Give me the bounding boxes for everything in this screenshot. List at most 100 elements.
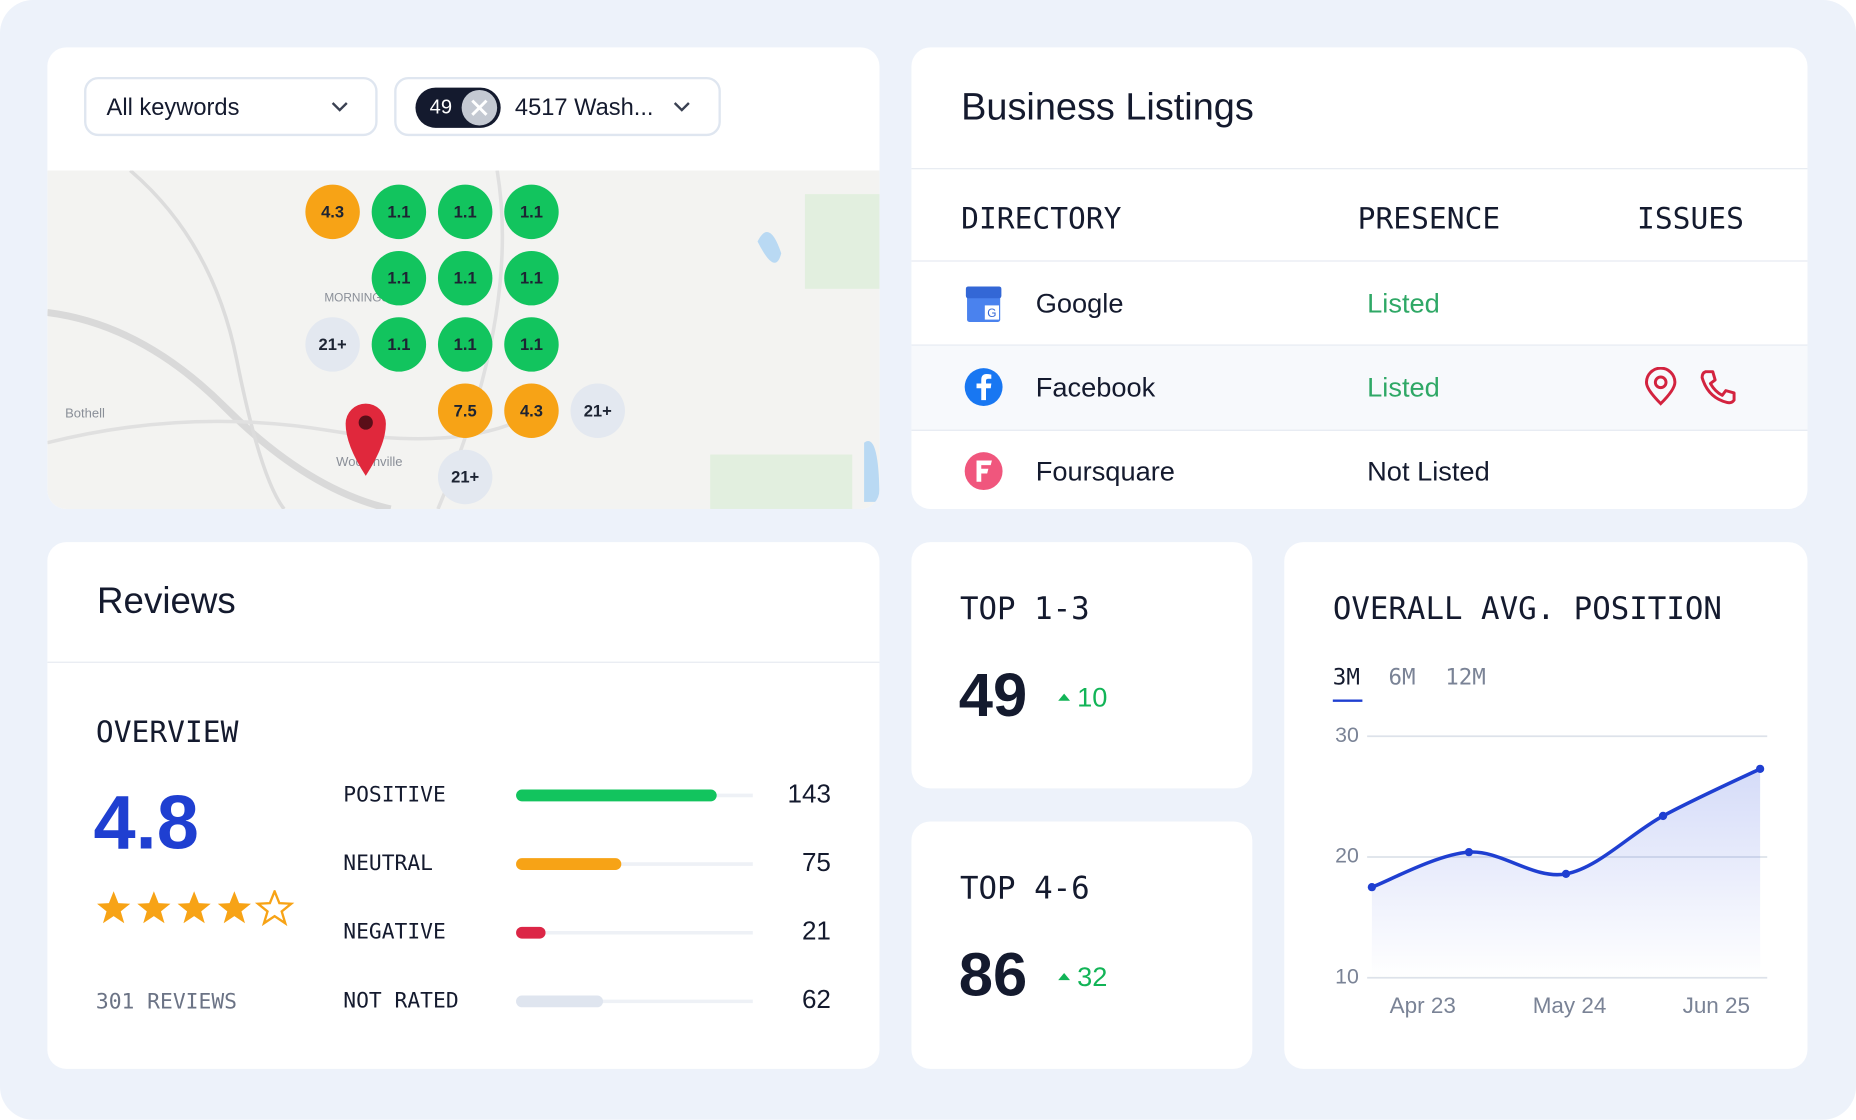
address-issue-icon[interactable] bbox=[1642, 366, 1680, 407]
rank-label: 1.1 bbox=[387, 335, 410, 354]
kpi-value: 49 bbox=[958, 661, 1028, 731]
rank-marker[interactable] bbox=[371, 250, 427, 306]
review-count: 301 REVIEWS bbox=[95, 989, 237, 1015]
sentiment-bar bbox=[516, 926, 546, 939]
foursquare-icon bbox=[964, 452, 1003, 491]
rank-label: 21+ bbox=[451, 468, 479, 487]
sentiment-label: NEUTRAL bbox=[343, 851, 433, 876]
rank-label: 1.1 bbox=[520, 202, 543, 221]
kpi-card: TOP 1-3 49 10 bbox=[911, 542, 1253, 789]
chart: 3M 6M 12M 10 20 30 Apr 23 May 24 Jun 25 bbox=[1332, 665, 1768, 1018]
rank-label: 1.1 bbox=[454, 269, 477, 288]
range-tab[interactable]: 3M bbox=[1333, 665, 1360, 691]
reviews-title: Reviews bbox=[97, 579, 236, 622]
chart-title: OVERALL AVG. POSITION bbox=[1332, 591, 1722, 628]
rank-label: 7.5 bbox=[454, 401, 477, 420]
point bbox=[1561, 869, 1571, 879]
kpi-delta: 32 bbox=[1077, 961, 1108, 992]
directory-name: Foursquare bbox=[1035, 455, 1175, 487]
sentiment-label: NEGATIVE bbox=[343, 920, 446, 945]
rank-marker[interactable] bbox=[437, 383, 493, 438]
rank-marker[interactable] bbox=[437, 184, 493, 240]
overview-label: OVERVIEW bbox=[95, 714, 239, 750]
listings-card: Business Listings DIRECTORY PRESENCE ISS… bbox=[911, 47, 1808, 509]
sentiment-label: NOT RATED bbox=[343, 988, 458, 1013]
map: MORNINGSIDEBothellWoodinville4.31.11.11.… bbox=[47, 170, 880, 509]
x-tick-label: Jun 25 bbox=[1683, 993, 1750, 1018]
rank-marker[interactable] bbox=[437, 449, 493, 505]
presence: Listed bbox=[1367, 287, 1440, 319]
rank-label: 4.3 bbox=[321, 202, 344, 221]
sentiment-bar bbox=[516, 995, 604, 1008]
facebook-icon bbox=[964, 368, 1003, 406]
x-tick-label: Apr 23 bbox=[1390, 993, 1456, 1018]
location-pin bbox=[345, 403, 386, 476]
point bbox=[1658, 811, 1668, 821]
rank-marker[interactable] bbox=[437, 250, 493, 306]
rank-label: 1.1 bbox=[387, 202, 410, 221]
rank-marker[interactable] bbox=[305, 317, 360, 372]
point bbox=[1464, 848, 1474, 857]
rank-label: 1.1 bbox=[520, 269, 543, 288]
kpi-title: TOP 1-3 bbox=[959, 591, 1090, 628]
phone-issue-icon[interactable] bbox=[1699, 368, 1739, 406]
up-arrow bbox=[1058, 972, 1071, 981]
sentiment-count: 21 bbox=[802, 916, 831, 946]
rank-marker[interactable] bbox=[504, 383, 559, 438]
divider bbox=[911, 260, 1808, 262]
range-tab[interactable]: 6M bbox=[1388, 665, 1415, 691]
sentiment-bar bbox=[516, 789, 717, 802]
rank-label: 21+ bbox=[584, 401, 612, 420]
google-icon: G bbox=[965, 286, 1002, 322]
map-card: All keywords 49 4517 Wash... MORNINGSIDE… bbox=[47, 47, 880, 509]
kpi-title: TOP 4-6 bbox=[959, 871, 1090, 907]
y-tick-label: 30 bbox=[1335, 723, 1359, 747]
rank-label: 4.3 bbox=[520, 401, 543, 420]
rank-marker[interactable] bbox=[504, 317, 559, 372]
count-text: 49 bbox=[429, 95, 453, 119]
pin-dot bbox=[358, 415, 373, 430]
presence: Listed bbox=[1367, 371, 1440, 403]
column-header: DIRECTORY bbox=[961, 201, 1122, 236]
rank-marker[interactable] bbox=[371, 184, 427, 240]
sentiment-count: 75 bbox=[802, 847, 831, 877]
directory-name: Google bbox=[1035, 287, 1124, 319]
reviews-card: Reviews OVERVIEW 4.8 301 REVIEWS POSITIV… bbox=[47, 542, 880, 1069]
count-pill: 49 bbox=[415, 87, 501, 128]
divider bbox=[911, 168, 1808, 170]
column-header: PRESENCE bbox=[1357, 201, 1501, 236]
listings-title: Business Listings bbox=[961, 85, 1254, 128]
rank-label: 21+ bbox=[319, 335, 347, 354]
review-breakdown: POSITIVE 143 NEUTRAL 75 NEGATIVE 21 NOT RATED 6… bbox=[343, 778, 831, 1014]
x-tick-label: May 24 bbox=[1533, 993, 1607, 1018]
rating: 4.8 bbox=[93, 780, 199, 866]
svg-text:G: G bbox=[987, 306, 996, 320]
location-dropdown[interactable]: 49 4517 Wash... bbox=[394, 76, 721, 137]
y-tick-label: 20 bbox=[1335, 844, 1359, 868]
y-tick-label: 10 bbox=[1335, 964, 1359, 988]
sentiment-label: POSITIVE bbox=[343, 782, 446, 807]
chevron bbox=[331, 102, 348, 112]
point bbox=[1367, 883, 1377, 892]
clear-button[interactable] bbox=[461, 89, 498, 126]
keyword-dropdown[interactable]: All keywords bbox=[84, 76, 378, 137]
rank-label: 1.1 bbox=[520, 335, 543, 354]
location-text: 4517 Wash... bbox=[514, 94, 654, 121]
rank-label: 1.1 bbox=[454, 335, 477, 354]
rank-marker[interactable] bbox=[437, 317, 493, 372]
rank-marker[interactable] bbox=[504, 250, 559, 306]
rank-marker[interactable] bbox=[570, 383, 625, 438]
keyword-text: All keywords bbox=[106, 94, 240, 121]
range-tab[interactable]: 12M bbox=[1445, 665, 1486, 691]
up-arrow bbox=[1058, 693, 1071, 701]
rank-marker[interactable] bbox=[305, 184, 360, 240]
area bbox=[1371, 768, 1761, 978]
sentiment-count: 62 bbox=[802, 984, 831, 1014]
rank-marker[interactable] bbox=[371, 317, 427, 372]
place-label: Bothell bbox=[65, 406, 105, 421]
directory-name: Facebook bbox=[1035, 371, 1156, 403]
point bbox=[1755, 764, 1765, 773]
kpi-value: 86 bbox=[958, 941, 1028, 1010]
rank-marker[interactable] bbox=[504, 184, 559, 240]
